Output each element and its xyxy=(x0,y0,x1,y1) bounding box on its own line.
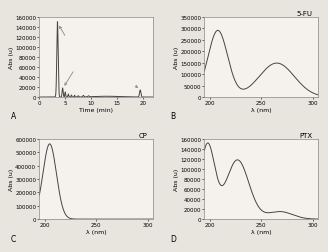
Text: 5-FU: 5-FU xyxy=(297,11,313,17)
X-axis label: Time (min): Time (min) xyxy=(79,107,113,112)
Text: PTX: PTX xyxy=(299,132,313,138)
Text: C: C xyxy=(11,234,16,243)
X-axis label: λ (nm): λ (nm) xyxy=(251,229,272,234)
Y-axis label: Abs (u): Abs (u) xyxy=(174,168,179,190)
Y-axis label: Abs (u): Abs (u) xyxy=(174,47,179,69)
X-axis label: λ (nm): λ (nm) xyxy=(86,229,107,234)
Y-axis label: Abs (u): Abs (u) xyxy=(9,47,14,69)
X-axis label: λ (nm): λ (nm) xyxy=(251,107,272,112)
Text: D: D xyxy=(170,234,176,243)
Y-axis label: Abs (u): Abs (u) xyxy=(9,168,14,190)
Text: B: B xyxy=(170,112,175,121)
Text: CP: CP xyxy=(139,132,148,138)
Text: A: A xyxy=(11,112,16,121)
